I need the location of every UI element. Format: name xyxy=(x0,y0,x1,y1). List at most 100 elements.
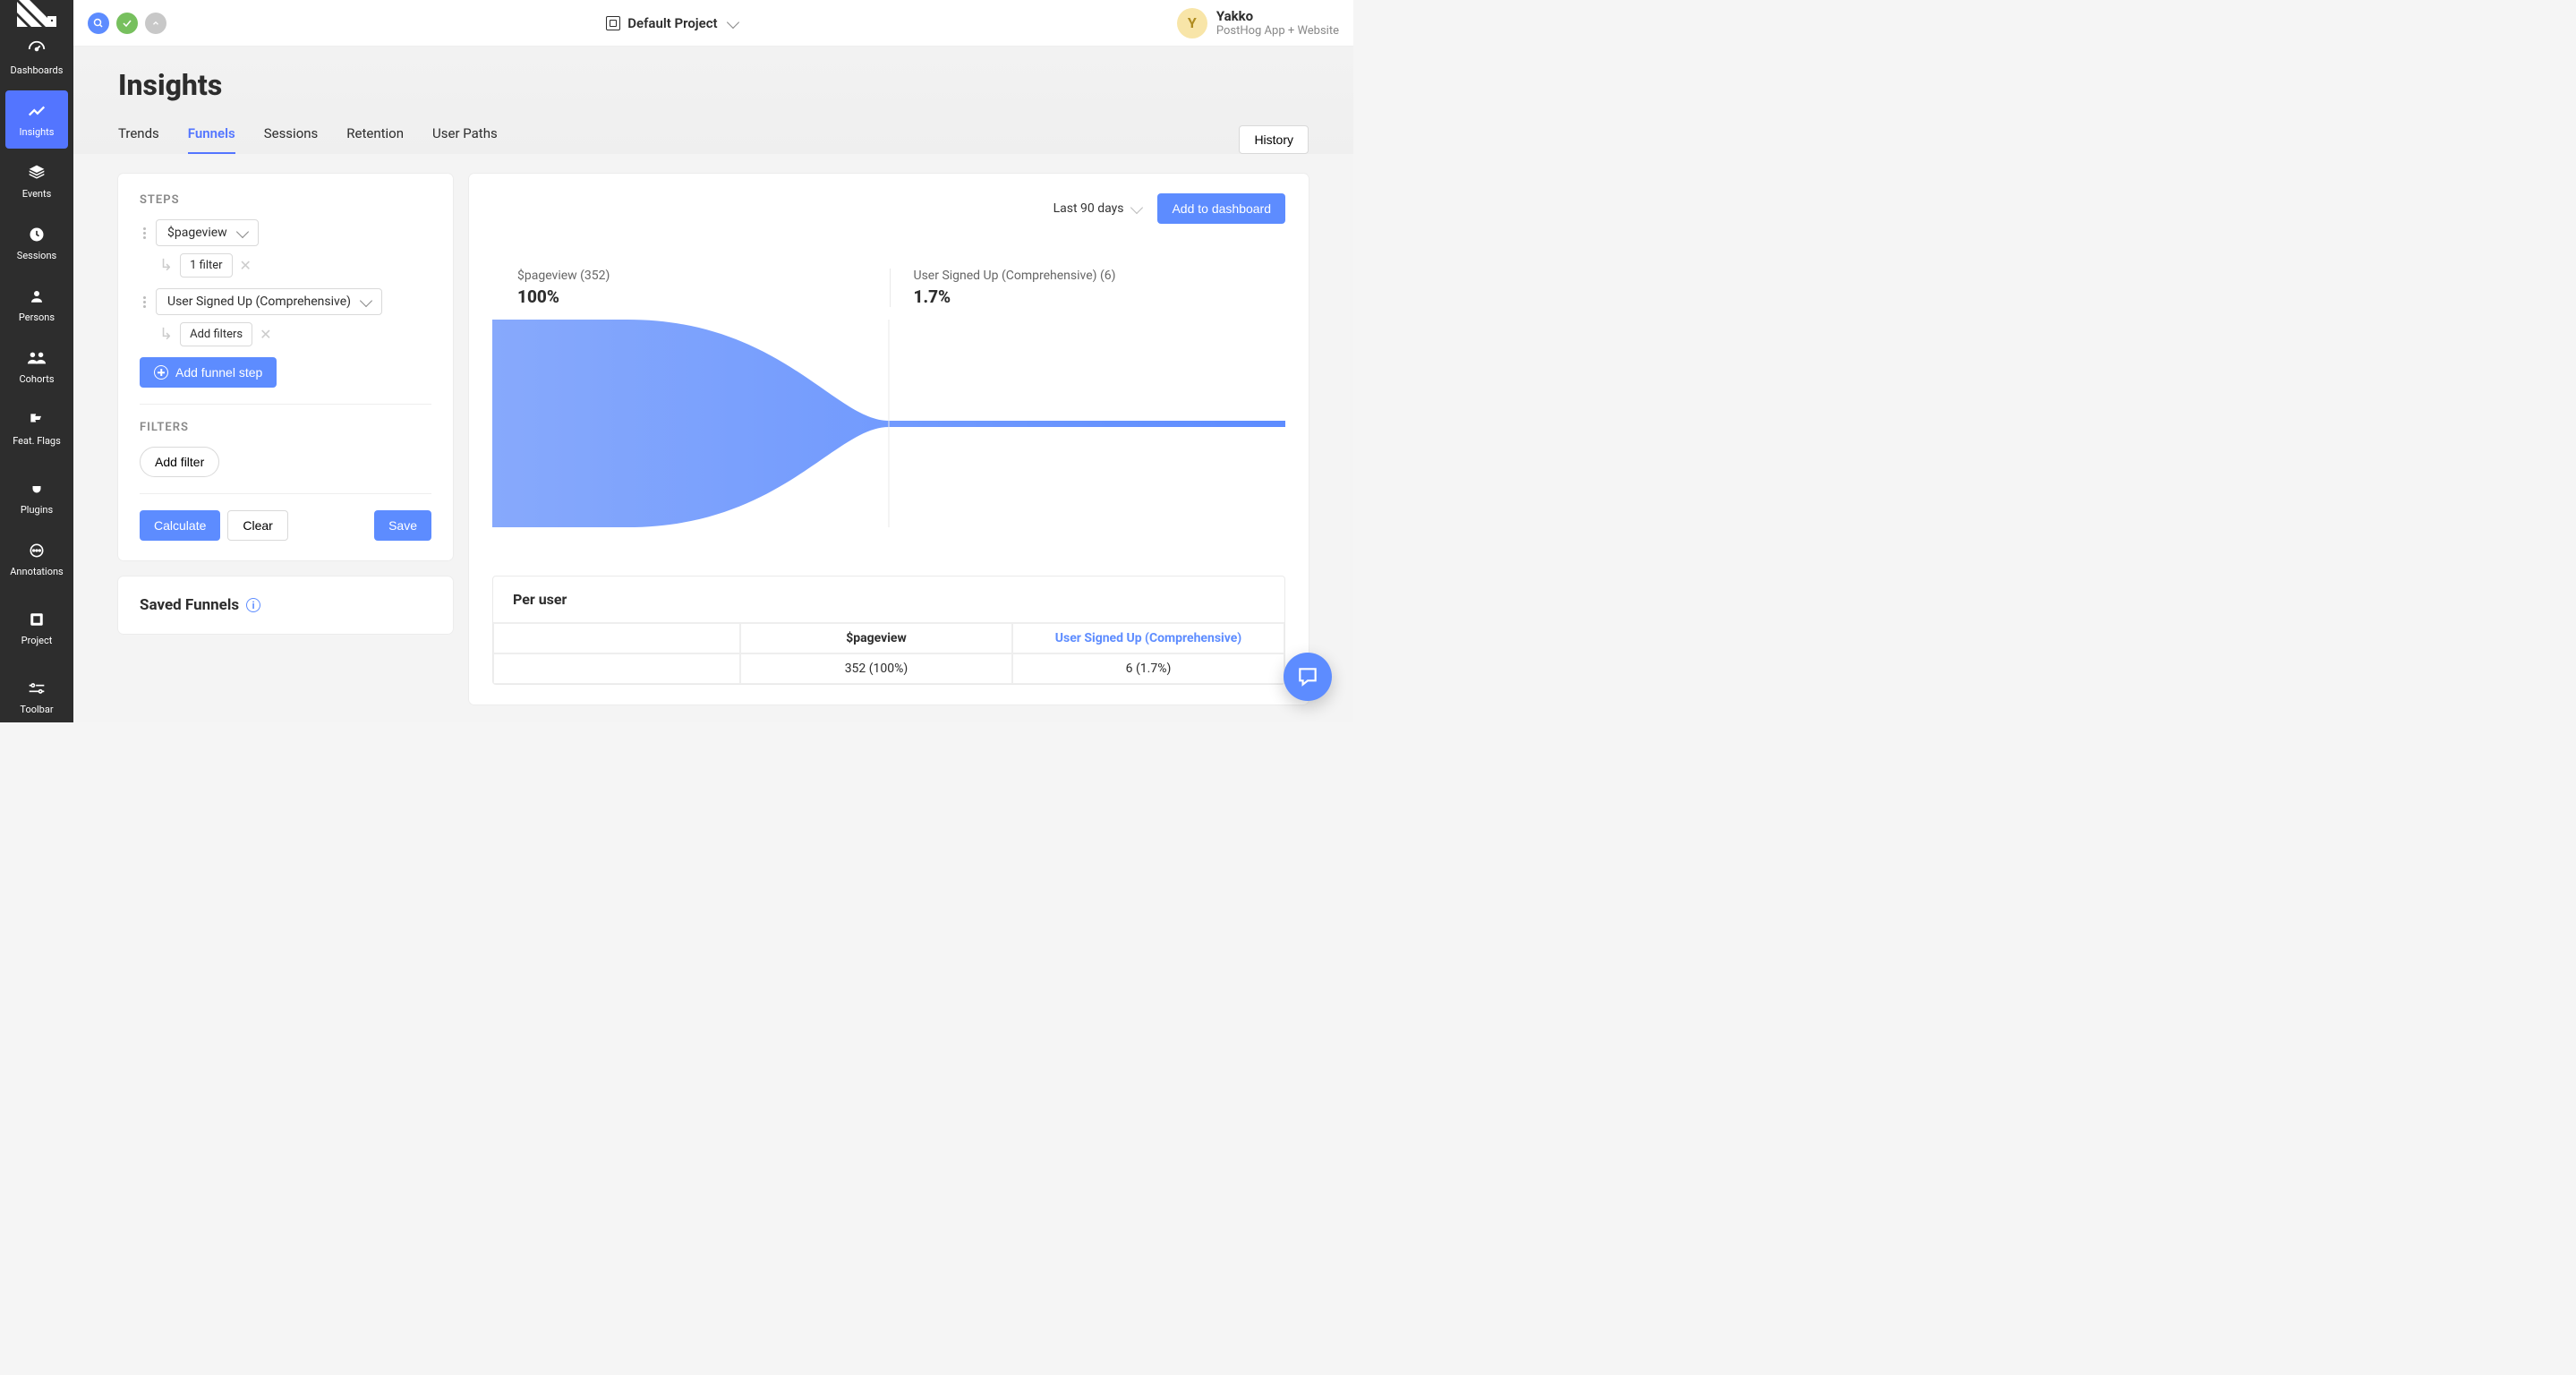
table-cell-empty xyxy=(493,623,740,653)
flag-icon xyxy=(27,410,47,430)
action-buttons-row: Calculate Clear Save xyxy=(140,510,431,541)
dashboard-icon xyxy=(27,39,47,59)
nav-label: Sessions xyxy=(17,250,56,261)
sidebar: Dashboards Insights Events Sessions Pers… xyxy=(0,0,73,722)
nav-events[interactable]: Events xyxy=(5,152,68,210)
nav-label: Feat. Flags xyxy=(13,435,61,447)
funnel-step-label: User Signed Up (Comprehensive) (6) xyxy=(914,269,1286,283)
nav-project[interactable]: Project xyxy=(5,599,68,657)
tab-user-paths[interactable]: User Paths xyxy=(432,125,498,154)
table-cell: 6 (1.7%) xyxy=(1012,653,1284,684)
step-event-pill[interactable]: User Signed Up (Comprehensive) xyxy=(156,288,382,315)
project-icon xyxy=(27,610,47,629)
status-ok-button[interactable] xyxy=(116,13,138,34)
save-button[interactable]: Save xyxy=(374,510,431,541)
nav-flags[interactable]: Feat. Flags xyxy=(5,399,68,457)
page-title: Insights xyxy=(118,68,1309,102)
right-column: Last 90 days Add to dashboard $pageview … xyxy=(469,174,1309,705)
project-name: Default Project xyxy=(627,15,717,31)
nav-persons[interactable]: Persons xyxy=(5,276,68,334)
funnel-col-1: $pageview (352) 100% xyxy=(517,269,890,307)
nav-label: Insights xyxy=(20,126,55,138)
nav-annotations[interactable]: Annotations xyxy=(5,530,68,588)
app-logo[interactable] xyxy=(0,0,73,27)
nav-plugins[interactable]: Plugins xyxy=(5,468,68,526)
drag-handle-icon[interactable] xyxy=(140,227,149,239)
steps-card: STEPS $pageview ↳ 1 filter ✕ xyxy=(118,174,453,560)
table-header-link[interactable]: User Signed Up (Comprehensive) xyxy=(1012,623,1284,653)
chart-card: Last 90 days Add to dashboard $pageview … xyxy=(469,174,1309,705)
nav-label: Plugins xyxy=(21,504,53,516)
calculate-button[interactable]: Calculate xyxy=(140,510,220,541)
plug-icon xyxy=(27,479,47,499)
toolbar-icon xyxy=(27,679,47,698)
org-name: PostHog App + Website xyxy=(1216,24,1339,38)
search-button[interactable] xyxy=(88,13,109,34)
nav-sessions[interactable]: Sessions xyxy=(5,214,68,272)
add-filters-chip[interactable]: Add filters xyxy=(180,322,252,346)
nav-label: Persons xyxy=(19,312,55,323)
history-button[interactable]: History xyxy=(1239,125,1309,154)
steps-label: STEPS xyxy=(140,193,431,207)
saved-funnels-title: Saved Funnels xyxy=(140,596,239,614)
date-range-label: Last 90 days xyxy=(1053,201,1124,216)
tab-sessions[interactable]: Sessions xyxy=(264,125,319,154)
user-text: Yakko PostHog App + Website xyxy=(1216,8,1339,38)
left-column: STEPS $pageview ↳ 1 filter ✕ xyxy=(118,174,453,634)
tab-trends[interactable]: Trends xyxy=(118,125,159,154)
nav-toolbar[interactable]: Toolbar xyxy=(5,668,68,722)
add-filter-button[interactable]: Add filter xyxy=(140,447,219,477)
tab-retention[interactable]: Retention xyxy=(346,125,404,154)
annotation-icon xyxy=(27,541,47,560)
remove-filter-icon[interactable]: ✕ xyxy=(240,257,252,274)
funnel-step-pct: 1.7% xyxy=(914,286,1286,307)
nav-label: Project xyxy=(21,635,53,646)
remove-filter-icon[interactable]: ✕ xyxy=(260,326,271,343)
funnel-step-pct: 100% xyxy=(517,286,890,307)
nav-cohorts[interactable]: Cohorts xyxy=(5,337,68,396)
nav-label: Events xyxy=(22,188,52,200)
per-user-table: $pageview User Signed Up (Comprehensive)… xyxy=(493,623,1284,684)
project-switcher[interactable]: Default Project xyxy=(174,15,1170,31)
plus-circle-icon xyxy=(154,365,168,380)
clear-button[interactable]: Clear xyxy=(227,510,287,541)
table-header: $pageview xyxy=(740,623,1012,653)
step-filter-row-2: ↳ Add filters ✕ xyxy=(159,322,431,346)
table-cell-empty xyxy=(493,653,740,684)
nav-insights[interactable]: Insights xyxy=(5,90,68,149)
clock-icon xyxy=(27,225,47,244)
add-to-dashboard-button[interactable]: Add to dashboard xyxy=(1157,193,1285,224)
events-icon xyxy=(27,163,47,183)
tab-row: Trends Funnels Sessions Retention User P… xyxy=(118,125,1239,154)
filter-chip[interactable]: 1 filter xyxy=(180,253,232,278)
divider xyxy=(140,404,431,405)
sub-arrow-icon: ↳ xyxy=(159,327,173,343)
per-user-card: Per user $pageview User Signed Up (Compr… xyxy=(492,576,1285,685)
drag-handle-icon[interactable] xyxy=(140,296,149,308)
nav-label: Toolbar xyxy=(20,704,53,715)
info-icon[interactable]: i xyxy=(246,598,260,612)
step-event-label: $pageview xyxy=(167,226,227,240)
saved-funnels-card: Saved Funnels i xyxy=(118,576,453,634)
step-event-pill[interactable]: $pageview xyxy=(156,219,259,246)
saved-funnels-header: Saved Funnels i xyxy=(140,596,431,614)
sub-arrow-icon: ↳ xyxy=(159,258,173,274)
cohorts-icon xyxy=(27,348,47,368)
date-range-selector[interactable]: Last 90 days xyxy=(1053,201,1142,216)
user-menu[interactable]: Y Yakko PostHog App + Website xyxy=(1177,8,1339,38)
step-row-1: $pageview xyxy=(140,219,431,246)
topbar: Default Project Y Yakko PostHog App + We… xyxy=(73,0,1353,47)
project-icon xyxy=(606,16,620,30)
divider xyxy=(140,493,431,494)
step-filter-row-1: ↳ 1 filter ✕ xyxy=(159,253,431,278)
table-cell: 352 (100%) xyxy=(740,653,1012,684)
person-icon xyxy=(27,286,47,306)
nav-dashboards[interactable]: Dashboards xyxy=(5,29,68,87)
chart-top-row: Last 90 days Add to dashboard xyxy=(492,193,1285,224)
add-funnel-step-button[interactable]: Add funnel step xyxy=(140,357,277,388)
collapse-button[interactable] xyxy=(145,13,166,34)
avatar: Y xyxy=(1177,8,1207,38)
add-step-label: Add funnel step xyxy=(175,365,262,380)
tab-funnels[interactable]: Funnels xyxy=(188,125,235,154)
chat-fab-button[interactable] xyxy=(1284,653,1332,701)
